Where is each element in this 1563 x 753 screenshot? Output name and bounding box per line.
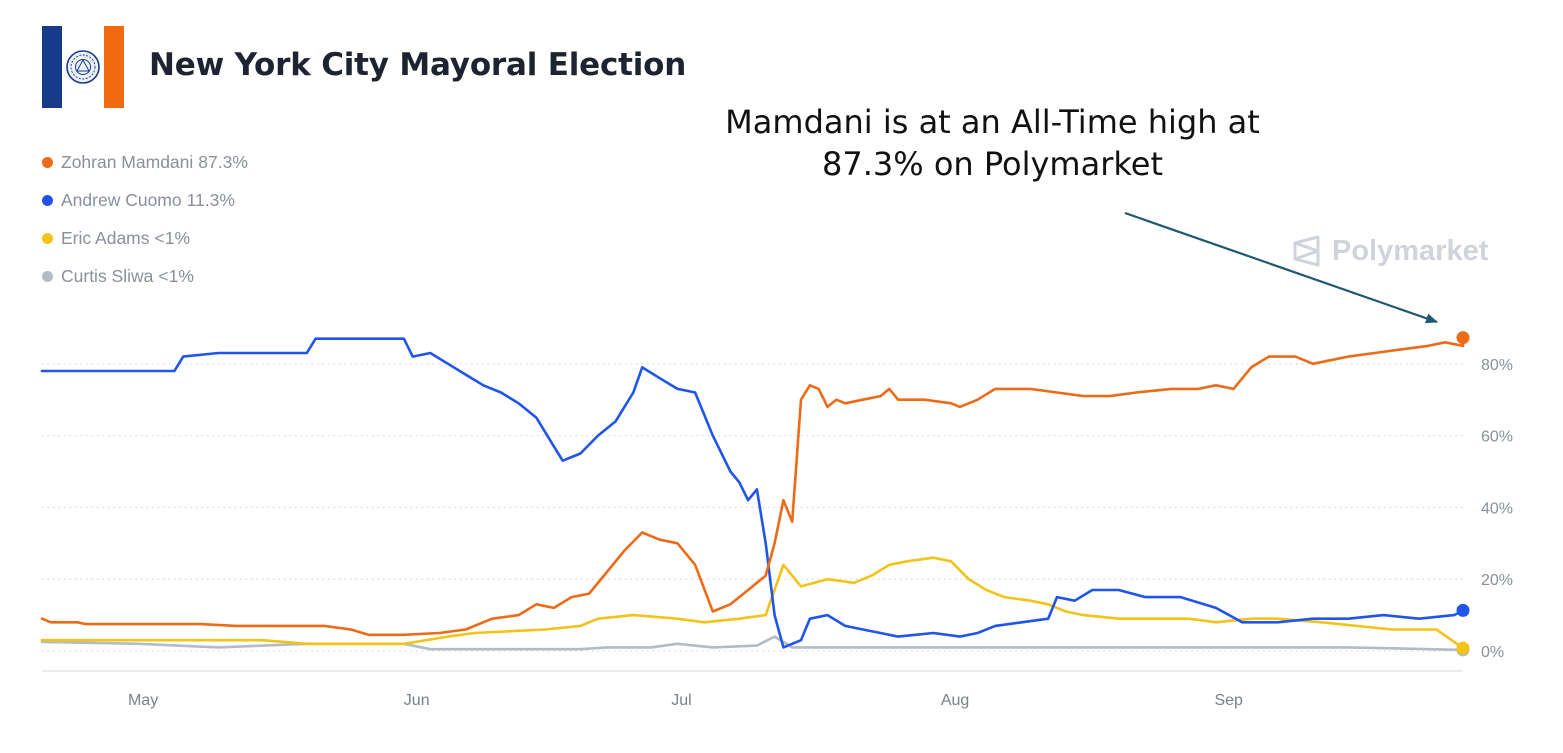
series-line-mamdani — [40, 336, 1465, 637]
axes: 0% 20% 40% 60% 80% May Jun Jul Aug Sep — [42, 357, 1513, 709]
legend-name: Andrew Cuomo — [61, 189, 182, 210]
flag-blue-stripe — [42, 26, 62, 108]
legend-dot — [42, 194, 53, 206]
chart-legend: Zohran Mamdani 87.3% Andrew Cuomo 11.3% … — [42, 143, 248, 295]
nyc-flag-logo — [42, 26, 124, 108]
legend-dot — [42, 156, 53, 168]
annotation-text: Mamdani is at an All-Time high at 87.3% … — [700, 101, 1285, 185]
x-tick-label: Sep — [1214, 692, 1243, 709]
legend-name: Eric Adams — [61, 227, 150, 248]
watermark-text: Polymarket — [1332, 234, 1489, 267]
legend-name: Curtis Sliwa — [61, 265, 154, 286]
annotation-arrow — [1124, 211, 1438, 324]
y-tick-label: 0% — [1481, 644, 1504, 661]
polymarket-watermark: Polymarket — [1290, 234, 1488, 268]
page-title: New York City Mayoral Election — [149, 47, 687, 83]
series-end-marker-cuomo — [1456, 603, 1470, 617]
legend-item-mamdani[interactable]: Zohran Mamdani 87.3% — [42, 143, 248, 181]
series-lines — [40, 331, 1470, 657]
series-end-marker-adams — [1456, 641, 1470, 655]
x-tick-label: Aug — [941, 692, 969, 709]
polymarket-logo-icon — [1293, 235, 1320, 267]
x-tick-label: Jul — [671, 692, 691, 709]
nyc-flag-icon — [42, 26, 124, 108]
legend-value: 87.3% — [198, 151, 248, 172]
grid-lines — [42, 363, 1463, 652]
series-line-sliwa — [40, 635, 1465, 652]
legend-item-cuomo[interactable]: Andrew Cuomo 11.3% — [42, 181, 248, 219]
legend-value: <1% — [158, 265, 194, 286]
y-tick-label: 60% — [1481, 429, 1513, 446]
legend-item-adams[interactable]: Eric Adams <1% — [42, 219, 248, 257]
y-tick-label: 80% — [1481, 357, 1513, 374]
city-seal-icon — [66, 50, 100, 84]
legend-dot — [42, 232, 53, 244]
series-line-adams — [40, 556, 1465, 650]
legend-name: Zohran Mamdani — [61, 151, 194, 172]
legend-item-sliwa[interactable]: Curtis Sliwa <1% — [42, 257, 248, 295]
flag-orange-stripe — [104, 26, 124, 108]
annotation-line-2: 87.3% on Polymarket — [822, 145, 1163, 183]
annotation-arrow-line — [1124, 211, 1438, 324]
y-tick-label: 20% — [1481, 572, 1513, 589]
x-tick-label: Jun — [404, 692, 430, 709]
legend-value: 11.3% — [186, 189, 235, 210]
series-line-cuomo — [40, 337, 1465, 649]
x-tick-label: May — [128, 692, 158, 709]
y-tick-label: 40% — [1481, 500, 1513, 517]
series-end-marker-mamdani — [1456, 331, 1470, 345]
legend-dot — [42, 270, 53, 282]
annotation-line-1: Mamdani is at an All-Time high at — [725, 103, 1260, 141]
legend-value: <1% — [154, 227, 191, 248]
